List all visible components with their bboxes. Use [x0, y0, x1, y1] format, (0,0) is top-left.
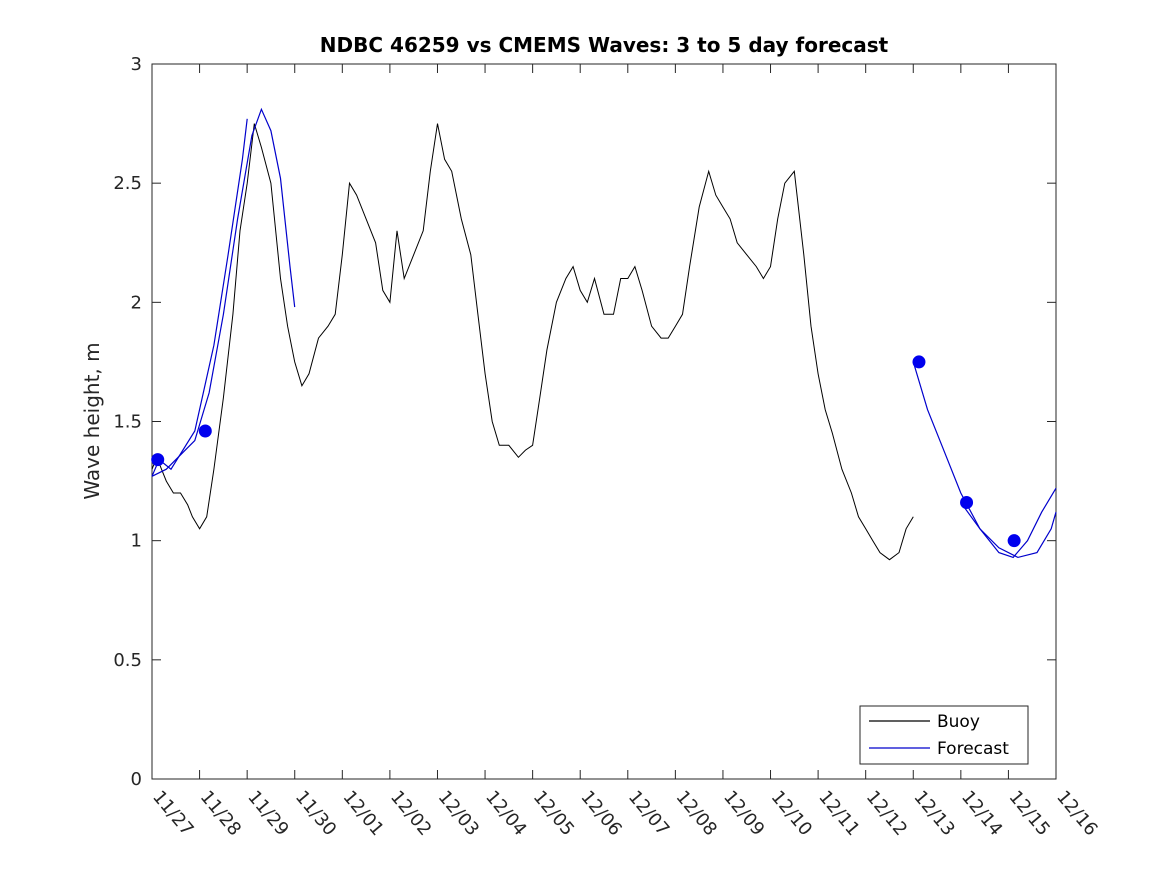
y-axis-label: Wave height, m [80, 342, 104, 499]
x-tick-label: 12/04 [481, 787, 530, 840]
x-tick-label: 11/28 [196, 787, 245, 840]
forecast-series-line-4 [960, 487, 1057, 559]
x-tick-label: 12/09 [719, 787, 768, 840]
y-tick-label: 1 [131, 531, 142, 552]
forecast-series-line-3 [912, 361, 1057, 559]
x-tick-label: 12/10 [767, 787, 816, 840]
x-tick-label: 12/08 [672, 787, 721, 840]
axes-box [151, 63, 1057, 780]
x-tick-label: 12/11 [814, 787, 863, 840]
x-tick-label: 12/15 [1005, 787, 1054, 840]
x-tick-label: 12/06 [576, 787, 625, 840]
y-tick-label: 0 [131, 769, 142, 790]
y-tick-label: 1.5 [113, 412, 142, 433]
forecast-marker-point-5 [1007, 534, 1021, 548]
forecast-marker-point-3 [912, 355, 926, 369]
y-tick-label: 0.5 [113, 650, 142, 671]
x-tick-label: 11/30 [291, 787, 340, 840]
x-tick-label: 12/02 [386, 787, 435, 840]
x-tick-label: 12/03 [434, 787, 483, 840]
x-tick-label: 11/29 [243, 787, 292, 840]
buoy-series-line [151, 123, 914, 561]
x-tick-label: 12/12 [862, 787, 911, 840]
x-tick-label: 12/05 [529, 787, 578, 840]
y-tick-label: 2.5 [113, 173, 142, 194]
y-tick-label: 3 [131, 54, 142, 75]
chart-title: NDBC 46259 vs CMEMS Waves: 3 to 5 day fo… [320, 33, 889, 57]
x-tick-label: 12/13 [909, 787, 958, 840]
forecast-marker-point-2 [198, 424, 212, 438]
forecast-marker-point-1 [151, 453, 165, 467]
x-tick-label: 11/27 [148, 787, 197, 840]
legend-box [859, 705, 1029, 765]
x-tick-label: 12/01 [338, 787, 387, 840]
y-tick-label: 2 [131, 292, 142, 313]
legend: Buoy Forecast [859, 705, 1029, 765]
x-tick-label: 12/07 [624, 787, 673, 840]
forecast-series-line-1 [151, 107, 296, 477]
legend-label-buoy: Buoy [937, 712, 980, 732]
x-tick-label: 12/16 [1052, 787, 1101, 840]
legend-label-forecast: Forecast [937, 739, 1009, 759]
forecast-marker-point-4 [960, 496, 974, 510]
x-tick-label: 12/14 [957, 787, 1006, 840]
